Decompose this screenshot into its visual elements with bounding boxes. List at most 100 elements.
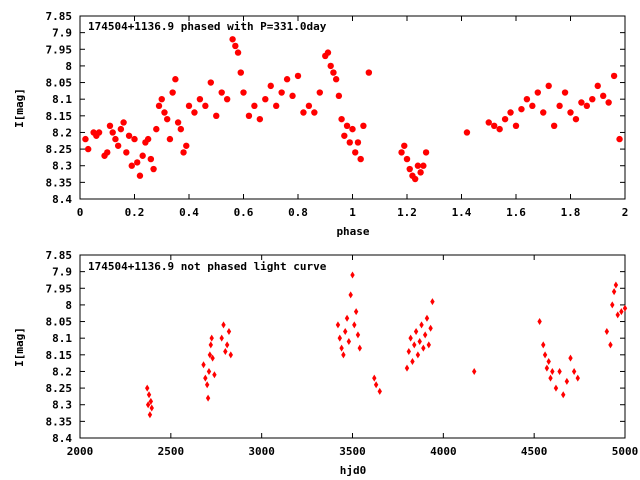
unphased-chart-data-point	[339, 344, 344, 352]
phased-chart-data-point	[95, 129, 103, 136]
phased-chart-data-point	[104, 149, 111, 156]
phased-chart-x-tick-label: 0.4	[179, 206, 199, 219]
phased-chart-data-point	[422, 149, 430, 156]
unphased-chart-data-point	[223, 347, 228, 355]
unphased-chart-y-tick-label: 8.35	[46, 415, 73, 428]
phased-chart-data-point	[183, 142, 190, 149]
phased-chart-data-point	[523, 95, 531, 103]
unphased-chart-data-point	[422, 331, 428, 339]
phased-chart-data-point	[414, 162, 422, 169]
phased-chart-data-point	[600, 92, 607, 100]
phased-chart-data-point	[518, 105, 525, 113]
unphased-chart-data-point	[148, 397, 154, 405]
phased-chart-x-tick-label: 1.8	[561, 206, 581, 219]
phased-chart-data-point	[501, 115, 509, 123]
phased-chart-data-point	[278, 89, 285, 96]
phased-chart-data-point	[485, 119, 492, 126]
unphased-chart-data-point	[203, 374, 208, 382]
phased-chart-data-point	[273, 102, 280, 110]
phased-chart-data-point	[616, 135, 623, 143]
phased-chart-data-point	[161, 109, 168, 116]
phased-chart-x-tick-label: 2	[622, 206, 629, 219]
phased-chart-data-point	[420, 162, 427, 169]
unphased-chart-data-point	[426, 341, 431, 349]
unphased-chart-data-point	[561, 391, 566, 399]
unphased-chart-data-point	[564, 377, 570, 385]
phased-chart-data-point	[583, 102, 591, 110]
phased-chart-y-tick-label: 8.2	[52, 126, 72, 139]
unphased-chart-data-point	[348, 291, 353, 299]
phased-chart-data-point	[267, 82, 274, 90]
phased-chart-data-point	[117, 125, 125, 133]
phased-chart-y-tick-label: 8.4	[52, 193, 72, 206]
unphased-chart-y-tick-label: 8.3	[52, 399, 72, 412]
unphased-chart-data-point	[421, 344, 426, 352]
phased-chart-x-tick-label: 1.4	[452, 206, 472, 219]
unphased-chart-data-point	[613, 281, 619, 289]
phased-chart-data-point	[218, 89, 225, 96]
unphased-chart-data-point	[553, 384, 559, 392]
phased-chart-x-tick-label: 0.6	[234, 206, 254, 219]
unphased-chart-data-point	[208, 341, 213, 349]
unphased-chart-data-point	[335, 321, 341, 329]
unphased-chart-data-point	[341, 351, 346, 359]
phased-chart-y-tick-label: 7.85	[46, 10, 73, 23]
phased-chart-data-point	[164, 115, 171, 123]
phased-chart-data-point	[512, 122, 520, 129]
unphased-chart-data-point	[219, 334, 224, 342]
phased-chart-data-point	[229, 36, 236, 43]
unphased-chart-x-axis: 2000 2500 3000 3500 4000 4500 5000	[67, 255, 639, 458]
unphased-chart-data-point	[410, 357, 415, 365]
phased-chart-data-point	[158, 95, 165, 103]
phased-chart-data-point	[174, 119, 182, 126]
phased-chart-data-point	[338, 115, 345, 123]
unphased-chart-y-tick-label: 8.4	[52, 432, 72, 445]
unphased-chart-data-point	[610, 301, 615, 309]
unphased-chart-data-point	[221, 321, 226, 329]
unphased-chart-data-point	[542, 351, 548, 359]
unphased-chart-data-point	[568, 354, 573, 362]
unphased-chart-data-point	[417, 338, 422, 346]
unphased-chart-data-point	[204, 381, 210, 389]
unphased-chart-y-tick-label: 8.05	[46, 316, 73, 329]
phased-chart-data-point	[398, 149, 405, 156]
unphased-chart-y-tick-label: 8.2	[52, 365, 72, 378]
phased-chart-data-point	[529, 102, 536, 110]
phased-chart-data-point	[213, 112, 220, 120]
unphased-chart-data-point	[372, 374, 377, 382]
phased-chart-data-point	[289, 92, 296, 100]
phased-chart-data-point	[153, 125, 160, 133]
phased-chart-data-point	[332, 76, 340, 83]
phased-chart-y-tick-label: 8.05	[46, 77, 73, 90]
unphased-chart-data-point	[226, 328, 232, 336]
phased-chart-data-point	[578, 99, 585, 106]
phased-chart-data-point	[365, 69, 373, 76]
unphased-chart-x-tick-label: 4000	[430, 445, 457, 458]
phased-chart-data-point	[354, 139, 362, 146]
phased-chart-data-point	[341, 132, 348, 139]
unphased-chart-x-tick-label: 2000	[67, 445, 94, 458]
phased-chart-data-point	[251, 102, 258, 110]
phased-chart-data-point	[401, 142, 408, 149]
phased-chart-data-point	[357, 155, 364, 163]
phased-chart-title: 174504+1136.9 phased with P=331.0day	[88, 20, 327, 33]
unphased-chart-data-point	[415, 351, 421, 359]
unphased-chart-y-tick-label: 7.9	[52, 266, 72, 279]
phased-chart-y-tick-label: 8.1	[52, 93, 72, 106]
phased-chart-data-point	[84, 145, 92, 153]
unphased-chart-data-point	[207, 351, 213, 359]
unphased-chart-data-point	[355, 331, 361, 339]
unphased-chart-data-point	[209, 334, 214, 342]
phased-chart-data-point	[191, 109, 198, 116]
phased-chart-data-point	[82, 135, 89, 143]
phased-chart-y-tick-label: 7.9	[52, 27, 72, 40]
unphased-chart-title: 174504+1136.9 not phased light curve	[88, 260, 327, 273]
phased-chart-data-point	[294, 72, 302, 80]
phased-chart-data-point	[327, 62, 334, 70]
phased-chart-x-axis: 0 0.2 0.4 0.6 0.8 1 1.2 1.4 1.6 1.8 2	[77, 16, 629, 219]
unphased-chart-x-tick-label: 5000	[612, 445, 639, 458]
phased-chart-data-point	[411, 175, 419, 183]
unphased-chart-data-point	[611, 288, 617, 296]
phased-chart-y-tick-label: 8.35	[46, 176, 73, 189]
